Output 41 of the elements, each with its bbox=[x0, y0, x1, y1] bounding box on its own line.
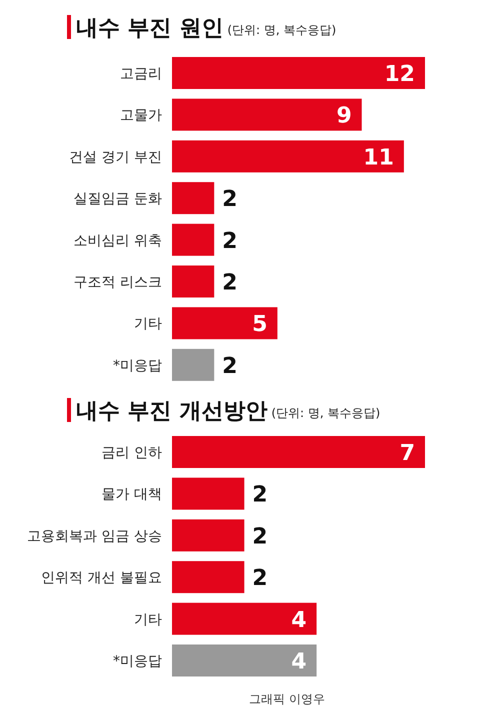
y-tick-label: 구조적 리스크 bbox=[74, 274, 162, 290]
data-label: 4 bbox=[291, 608, 307, 633]
data-label: 2 bbox=[252, 524, 268, 550]
data-label: 2 bbox=[222, 354, 238, 379]
data-label: 2 bbox=[252, 482, 268, 508]
bar bbox=[172, 98, 362, 131]
data-label: 2 bbox=[222, 228, 238, 254]
y-tick-label: 기타 bbox=[134, 612, 162, 628]
data-label: 5 bbox=[252, 312, 268, 338]
y-tick-label: 고물가 bbox=[120, 108, 162, 124]
bar bbox=[172, 57, 425, 89]
data-label: 2 bbox=[222, 187, 238, 212]
y-tick-label: 소비심리 위축 bbox=[74, 232, 162, 249]
bar bbox=[172, 307, 278, 340]
chart-title: 내수 부진 개선방안 bbox=[76, 399, 268, 424]
y-tick-label: 물가 대책 bbox=[102, 486, 162, 503]
chart-subtitle: (단위: 명, 복수응답) bbox=[271, 406, 380, 420]
chart-subtitle: (단위: 명, 복수응답) bbox=[227, 23, 336, 37]
bar bbox=[172, 348, 214, 381]
bar bbox=[172, 140, 404, 172]
data-label: 4 bbox=[291, 650, 307, 674]
bar bbox=[172, 182, 214, 214]
data-label: 2 bbox=[222, 270, 238, 296]
text: 그래픽 이영우 bbox=[249, 692, 325, 706]
y-tick-label: *미응답 bbox=[113, 654, 162, 670]
y-tick-label: 금리 인하 bbox=[102, 445, 162, 461]
y-tick-label: 고용회복과 임금 상승 bbox=[27, 528, 162, 544]
y-tick-label: 실질임금 둔화 bbox=[74, 191, 162, 208]
data-label: 11 bbox=[363, 145, 394, 170]
data-label: 9 bbox=[336, 104, 352, 129]
y-tick-label: 건설 경기 부진 bbox=[69, 149, 162, 166]
bar bbox=[172, 224, 214, 256]
data-label: 2 bbox=[252, 566, 268, 592]
y-tick-label: 인위적 개선 불필요 bbox=[41, 570, 162, 586]
y-tick-label: 기타 bbox=[134, 316, 162, 332]
y-tick-label: *미응답 bbox=[113, 358, 162, 374]
chart-title: 내수 부진 원인 bbox=[76, 16, 224, 41]
bar bbox=[172, 266, 214, 298]
y-tick-label: 고금리 bbox=[120, 66, 162, 82]
data-label: 12 bbox=[384, 62, 415, 87]
data-label: 7 bbox=[400, 441, 415, 466]
